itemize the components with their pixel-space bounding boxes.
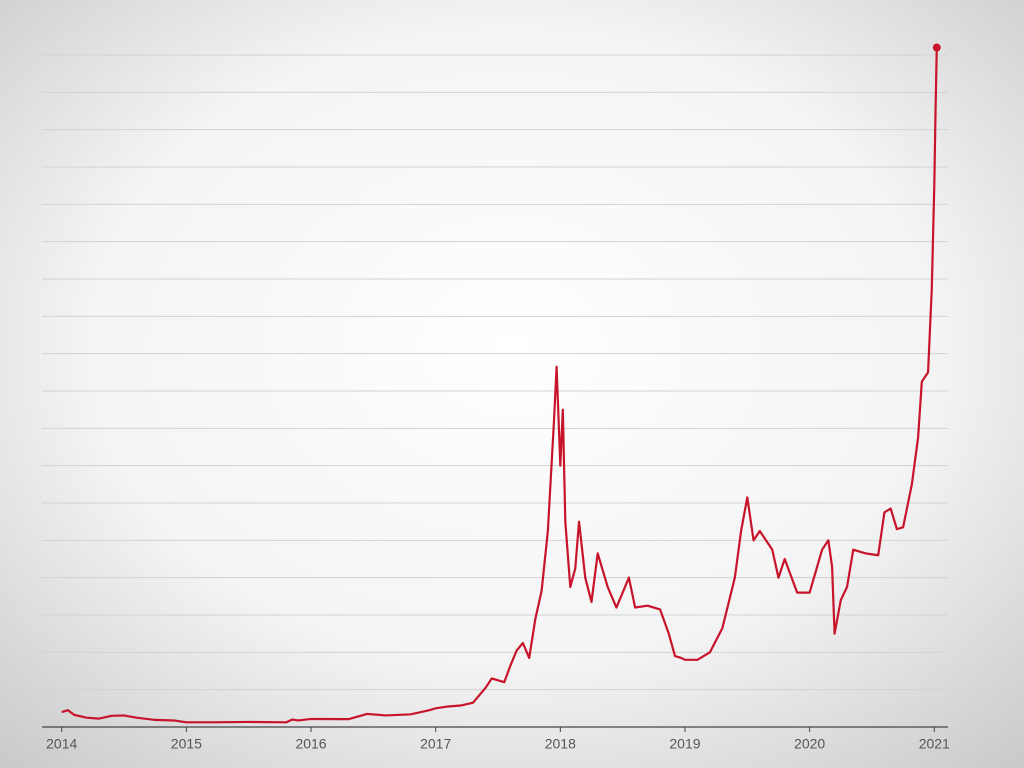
price-line (61, 47, 938, 724)
x-tick-label: 2017 (420, 736, 451, 752)
x-tick-label: 2019 (669, 736, 700, 752)
x-tick-label: 2018 (545, 736, 576, 752)
x-tick-label: 2014 (46, 736, 77, 752)
end-marker (932, 43, 941, 52)
x-tick-label: 2016 (295, 736, 326, 752)
x-tick-label: 2015 (171, 736, 202, 752)
x-tick-label: 2021 (919, 736, 950, 752)
x-tick-label: 2020 (794, 736, 825, 752)
